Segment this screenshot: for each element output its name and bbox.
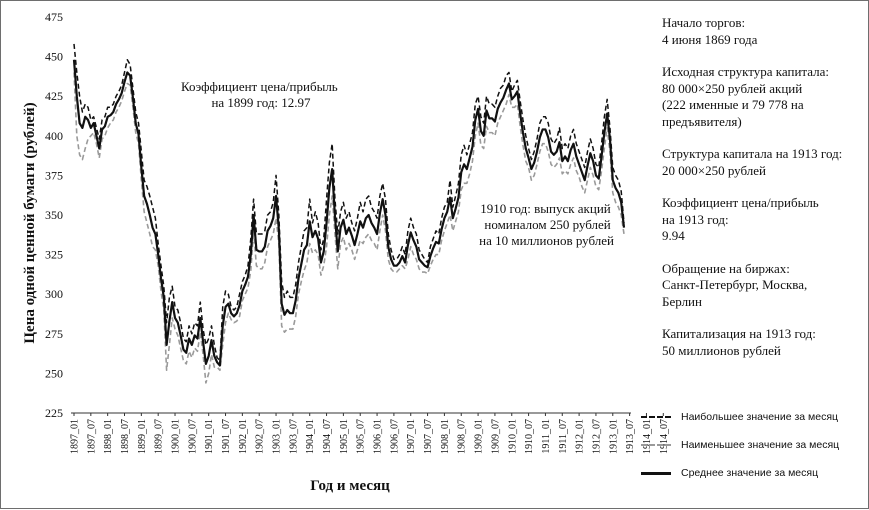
annotation-line: на 1899 год: 12.97 xyxy=(211,95,311,110)
legend-swatch-min xyxy=(641,444,671,446)
fact-initial-capital: Исходная структура капитала: 80 000×250 … xyxy=(662,64,862,130)
fact-line: Исходная структура капитала: xyxy=(662,64,830,79)
y-tick-label: 450 xyxy=(45,50,63,64)
fact-capitalization-1913: Капитализация на 1913 год: 50 миллионов … xyxy=(662,326,862,359)
fact-line: Структура капитала на 1913 год: xyxy=(662,146,843,161)
x-tick-label: 1913_07 xyxy=(625,419,636,454)
x-tick-label: 1899_07 xyxy=(154,419,165,454)
x-tick-label: 1906_07 xyxy=(389,419,400,454)
x-tick-label: 1914_01 xyxy=(642,419,653,454)
x-tick-label: 1897_07 xyxy=(86,419,97,454)
x-tick-label: 1904_07 xyxy=(322,419,333,454)
y-tick-label: 400 xyxy=(45,129,63,143)
y-tick-label: 475 xyxy=(45,10,63,24)
fact-line: Начало торгов: xyxy=(662,15,746,30)
x-tick-label: 1914_07 xyxy=(659,419,670,454)
fact-line: 4 июня 1869 года xyxy=(662,31,758,47)
y-tick-label: 425 xyxy=(45,89,63,103)
x-tick-label: 1908_07 xyxy=(457,419,468,454)
x-axis-title: Год и месяц xyxy=(310,478,390,494)
x-tick-label: 1911_01 xyxy=(541,419,552,454)
x-tick-label: 1906_01 xyxy=(373,419,384,454)
x-tick-label: 1905_07 xyxy=(356,419,367,454)
fact-capital-1913: Структура капитала на 1913 год: 20 000×2… xyxy=(662,146,862,179)
fact-line: Обращение на биржах: xyxy=(662,260,790,276)
y-tick-label: 325 xyxy=(45,248,63,262)
x-tick-label: 1903_07 xyxy=(288,419,299,454)
x-tick-label: 1900_01 xyxy=(171,419,182,454)
x-tick-label: 1911_07 xyxy=(558,419,569,454)
y-tick-label: 375 xyxy=(45,168,63,182)
x-tick-label: 1907_01 xyxy=(406,419,417,454)
fact-line: 9.94 xyxy=(662,228,685,243)
x-tick-label: 1910_01 xyxy=(507,419,518,454)
fact-line: Берлин xyxy=(662,293,702,309)
annotation-line: номиналом 250 рублей xyxy=(484,217,610,232)
y-tick-label: 300 xyxy=(45,287,63,301)
fact-line: 20 000×250 рублей xyxy=(662,162,766,178)
legend-item-min: Наименьшее значение за месяц xyxy=(641,431,866,459)
issue-1910-annotation: 1910 год: выпуск акций номиналом 250 руб… xyxy=(479,201,614,248)
series-lines xyxy=(72,43,626,384)
x-tick-label: 1909_07 xyxy=(490,419,501,454)
series-min-line xyxy=(73,72,625,384)
x-tick-label: 1909_01 xyxy=(474,419,485,454)
chart-annotations: Коэффициент цена/прибыль на 1899 год: 12… xyxy=(181,79,614,248)
fact-pe-1913: Коэффициент цена/прибыль на 1913 год: 9.… xyxy=(662,195,862,245)
fact-trading-start: Начало торгов: 4 июня 1869 года xyxy=(662,15,862,48)
x-tick-label: 1908_01 xyxy=(440,419,451,454)
legend-label-min: Наименьшее значение за месяц xyxy=(681,439,840,451)
x-tick-label: 1897_01 xyxy=(70,419,81,454)
x-tick-label: 1900_07 xyxy=(187,419,198,454)
fact-line: на 1913 год: xyxy=(662,211,729,227)
legend-label-max: Наибольшее значение за месяц xyxy=(681,411,839,423)
x-tick-labels: 1897_01 1897_07 1898_01 1898_07 1899_01 1899_… xyxy=(70,413,670,454)
fact-line: Капитализация на 1913 год: xyxy=(662,326,816,341)
x-tick-label: 1907_07 xyxy=(423,419,434,454)
x-tick-label: 1904_01 xyxy=(305,419,316,454)
fact-exchanges: Обращение на биржах: Санкт-Петербург, Мо… xyxy=(662,261,862,311)
x-tick-label: 1903_01 xyxy=(272,419,283,454)
y-tick-label: 350 xyxy=(45,208,63,222)
x-tick-label: 1898_07 xyxy=(120,419,131,454)
x-tick-label: 1910_07 xyxy=(524,419,535,454)
y-tick-label: 275 xyxy=(45,327,63,341)
fact-line: Коэффициент цена/прибыль xyxy=(662,195,819,210)
fact-line: предъявителя) xyxy=(662,113,742,129)
x-tick-label: 1905_01 xyxy=(339,419,350,454)
annotation-line: 1910 год: выпуск акций xyxy=(480,201,611,216)
annotation-line: на 10 миллионов рублей xyxy=(479,233,614,248)
legend-item-max: Наибольшее значение за месяц xyxy=(641,403,866,431)
x-tick-label: 1901_07 xyxy=(221,419,232,454)
x-tick-label: 1912_01 xyxy=(575,419,586,454)
x-tick-label: 1902_01 xyxy=(238,419,249,454)
legend-item-avg: Среднее значение за месяц xyxy=(641,459,866,487)
x-tick-label: 1902_07 xyxy=(255,419,266,454)
legend-swatch-max xyxy=(641,416,671,418)
pe-1899-annotation: Коэффициент цена/прибыль на 1899 год: 12… xyxy=(181,79,341,110)
x-tick-label: 1898_01 xyxy=(103,419,114,454)
fact-line: (222 именные и 79 778 на xyxy=(662,97,804,112)
y-tick-label: 250 xyxy=(45,366,63,380)
chart-legend: Наибольшее значение за месяц Наименьшее … xyxy=(641,403,866,487)
annotation-line: Коэффициент цена/прибыль xyxy=(181,79,338,94)
legend-swatch-avg xyxy=(641,471,671,475)
x-tick-label: 1913_01 xyxy=(608,419,619,454)
fact-line: 50 миллионов рублей xyxy=(662,342,781,358)
y-axis-title: Цена одной ценной бумаги (рублей) xyxy=(22,102,38,343)
fact-line: 80 000×250 рублей акций xyxy=(662,80,803,96)
x-tick-label: 1899_01 xyxy=(137,419,148,454)
x-tick-label: 1912_07 xyxy=(591,419,602,454)
y-tick-label: 225 xyxy=(45,406,63,420)
legend-label-avg: Среднее значение за месяц xyxy=(681,467,819,479)
x-tick-label: 1901_01 xyxy=(204,419,215,454)
y-tick-labels: 225 250 275 300 325 350 375 400 425 450 475 xyxy=(45,10,63,420)
company-facts-panel: Начало торгов: 4 июня 1869 года Исходная… xyxy=(662,15,862,375)
series-average-line xyxy=(72,59,626,367)
fact-line: Санкт-Петербург, Москва, xyxy=(662,277,808,292)
